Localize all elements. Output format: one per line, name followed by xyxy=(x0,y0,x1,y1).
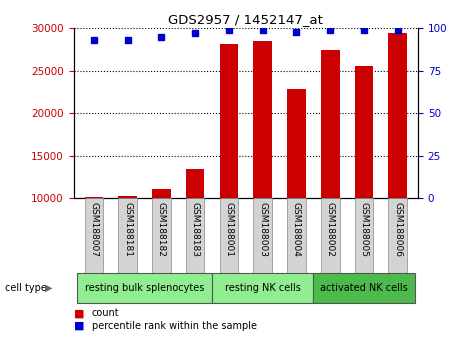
Text: ▶: ▶ xyxy=(45,282,53,293)
Bar xyxy=(186,198,204,273)
Text: GSM188004: GSM188004 xyxy=(292,202,301,257)
Text: GSM188183: GSM188183 xyxy=(190,202,200,257)
Text: GSM188005: GSM188005 xyxy=(360,202,369,257)
Text: resting NK cells: resting NK cells xyxy=(225,282,301,293)
Bar xyxy=(212,273,314,303)
Bar xyxy=(355,198,373,273)
Text: ■: ■ xyxy=(74,308,84,318)
Bar xyxy=(85,196,103,283)
Bar xyxy=(118,198,137,273)
Text: GSM188006: GSM188006 xyxy=(393,202,402,257)
Title: GDS2957 / 1452147_at: GDS2957 / 1452147_at xyxy=(168,13,323,26)
Bar xyxy=(85,198,103,273)
Bar xyxy=(355,66,373,283)
Bar xyxy=(152,189,171,283)
Bar xyxy=(253,198,272,273)
Bar xyxy=(219,198,238,273)
Text: GSM188001: GSM188001 xyxy=(224,202,233,257)
Bar xyxy=(314,273,415,303)
Bar xyxy=(152,198,171,273)
Text: GSM188002: GSM188002 xyxy=(326,202,335,257)
Text: percentile rank within the sample: percentile rank within the sample xyxy=(92,321,256,331)
Bar xyxy=(186,169,204,283)
Bar xyxy=(321,198,340,273)
Bar xyxy=(287,90,306,283)
Bar xyxy=(389,198,407,273)
Bar xyxy=(77,273,212,303)
Bar xyxy=(321,50,340,283)
Bar xyxy=(253,41,272,283)
Text: GSM188003: GSM188003 xyxy=(258,202,267,257)
Bar xyxy=(287,198,306,273)
Text: GSM188182: GSM188182 xyxy=(157,202,166,257)
Bar xyxy=(118,196,137,283)
Text: cell type: cell type xyxy=(5,282,47,293)
Bar xyxy=(389,33,407,283)
Text: GSM188181: GSM188181 xyxy=(123,202,132,257)
Text: count: count xyxy=(92,308,119,318)
Bar xyxy=(219,44,238,283)
Text: ■: ■ xyxy=(74,321,84,331)
Text: resting bulk splenocytes: resting bulk splenocytes xyxy=(85,282,204,293)
Text: activated NK cells: activated NK cells xyxy=(320,282,408,293)
Text: GSM188007: GSM188007 xyxy=(89,202,98,257)
